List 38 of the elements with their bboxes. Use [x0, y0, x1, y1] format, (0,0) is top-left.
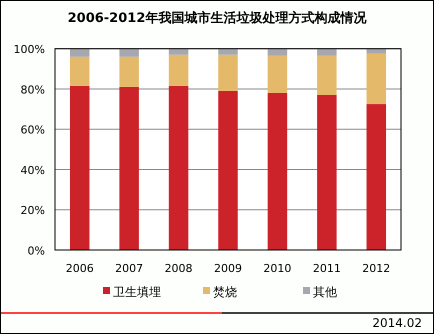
x-tick-label: 2009 [214, 262, 242, 275]
bar [366, 54, 386, 104]
legend-label: 其他 [313, 285, 337, 299]
bar [268, 56, 288, 93]
text: 2014.02 [372, 316, 422, 330]
y-tick-label: 80% [20, 83, 45, 96]
y-tick-label: 100% [14, 43, 45, 56]
y-tick-label: 40% [20, 164, 45, 177]
bar [119, 56, 139, 87]
chart-title: 2006-2012年我国城市生活垃圾处理方式构成情况 [68, 10, 368, 26]
x-tick-label: 2011 [312, 262, 341, 275]
bar [317, 56, 337, 95]
bar [268, 48, 288, 56]
bar [70, 56, 90, 86]
bar [70, 48, 90, 57]
bar [119, 48, 139, 57]
bar [317, 48, 337, 56]
x-tick-label: 2007 [115, 262, 144, 275]
y-tick-label: 20% [20, 204, 45, 218]
bar [119, 86, 139, 250]
x-tick-label: 2008 [164, 262, 193, 275]
bar [218, 48, 238, 55]
bar [218, 54, 238, 91]
y-tick-label: 0% [28, 244, 45, 258]
bar [366, 104, 386, 250]
bar [168, 48, 188, 55]
legend-label: 焚烧 [213, 285, 237, 299]
bar [268, 92, 288, 250]
x-tick-label: 2012 [362, 262, 390, 275]
y-tick-label: 60% [20, 124, 45, 137]
bar [70, 86, 90, 250]
bar [168, 86, 188, 250]
bar [218, 90, 238, 250]
x-tick-label: 2006 [66, 262, 94, 275]
x-tick-label: 2010 [263, 262, 292, 275]
bar [317, 95, 337, 250]
bar [168, 54, 188, 86]
legend-label: 卫生填埋 [113, 285, 161, 299]
